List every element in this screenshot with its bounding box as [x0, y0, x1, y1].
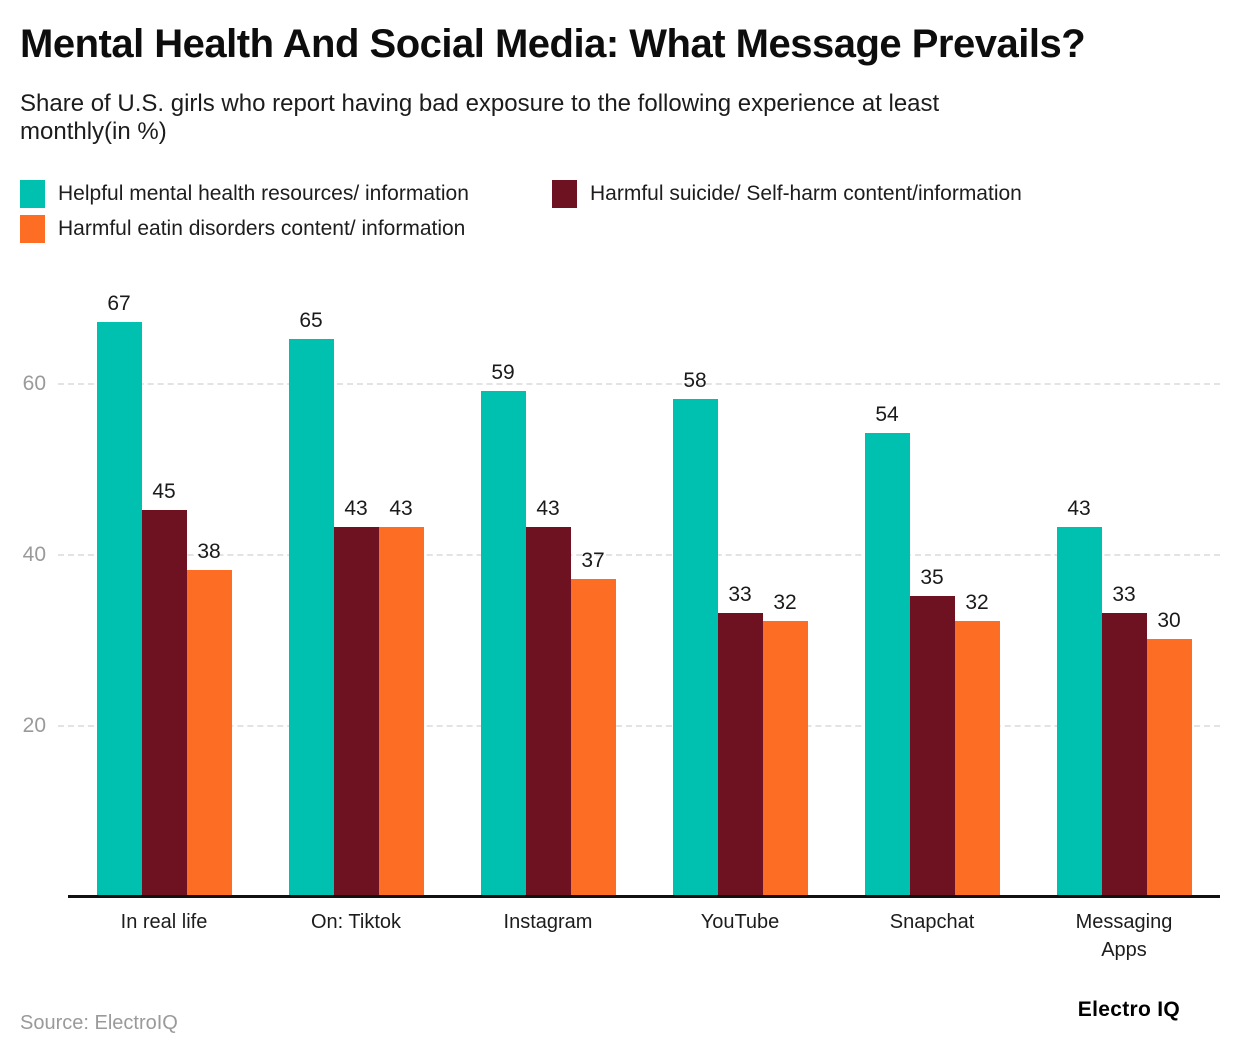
- bar: 54: [864, 403, 910, 895]
- brand-logo: Electro IQ: [1077, 998, 1180, 1021]
- bar-group: 67 45 38: [68, 292, 260, 895]
- bar-value-label: 32: [965, 591, 989, 615]
- bar-value-label: 30: [1157, 608, 1181, 632]
- bar-value-label: 32: [773, 591, 797, 615]
- bar-value-label: 33: [728, 582, 752, 606]
- bar: 43: [378, 497, 424, 895]
- gridline: [58, 554, 1220, 556]
- bar-group: 59 43 37: [452, 361, 644, 895]
- bar: 33: [717, 583, 763, 895]
- category-cell: Messaging Apps: [1028, 908, 1220, 964]
- bar: 65: [288, 309, 334, 895]
- category-label: YouTube: [700, 911, 780, 933]
- x-axis-category-labels: In real life On: Tiktok Instagram YouTube Sn…: [68, 908, 1220, 964]
- page-subtitle: Share of U.S. girls who report having ba…: [20, 90, 940, 146]
- legend-label: Harmful eatin disorders content/ informa…: [58, 217, 466, 240]
- bar-value-label: 43: [536, 497, 560, 521]
- bar-group: 43 33 30: [1028, 497, 1220, 895]
- bar: 32: [954, 591, 1000, 895]
- bar: 35: [909, 566, 955, 895]
- bar: 37: [570, 549, 616, 895]
- bar-value-label: 43: [1067, 497, 1091, 521]
- legend-item: Harmful suicide/ Self-harm content/infor…: [552, 180, 1022, 208]
- bar-value-label: 33: [1112, 582, 1136, 606]
- bar: 33: [1101, 583, 1147, 895]
- gridline: [58, 725, 1220, 727]
- bar-value-label: 37: [581, 548, 605, 572]
- bar-value-label: 45: [152, 480, 176, 504]
- y-tick-label: 40: [22, 543, 46, 566]
- legend-item: Helpful mental health resources/ informa…: [20, 180, 552, 208]
- bar-group: 58 33 32: [644, 369, 836, 895]
- category-label: Snapchat: [889, 911, 975, 933]
- bar: 32: [762, 591, 808, 895]
- gridline: [58, 383, 1220, 385]
- y-tick-label: 60: [22, 372, 46, 395]
- legend-swatch: [552, 180, 577, 208]
- bar: 43: [525, 497, 571, 895]
- legend-label: Harmful suicide/ Self-harm content/infor…: [590, 182, 1022, 205]
- category-cell: Instagram: [452, 908, 644, 964]
- category-cell: YouTube: [644, 908, 836, 964]
- category-cell: On: Tiktok: [260, 908, 452, 964]
- bars-row: 67 45 38 65 43 43 59 43 37 58 33 32 54 35 32 43 33 30: [68, 292, 1220, 895]
- category-label: Messaging Apps: [1075, 911, 1173, 961]
- bar: 58: [672, 369, 718, 895]
- legend-item: Harmful eatin disorders content/ informa…: [20, 215, 465, 243]
- bar: 30: [1146, 609, 1192, 895]
- category-cell: In real life: [68, 908, 260, 964]
- bar-group: 54 35 32: [836, 403, 1028, 895]
- bar: 45: [141, 480, 187, 895]
- bar-value-label: 67: [107, 292, 131, 316]
- plot-area: 67 45 38 65 43 43 59 43 37 58 33 32 54 35 32 43 33 30 20 4…: [0, 260, 1240, 898]
- bar: 67: [96, 292, 142, 895]
- legend-swatch: [20, 180, 45, 208]
- bar: 59: [480, 361, 526, 895]
- bar-value-label: 65: [299, 309, 323, 333]
- category-label: On: Tiktok: [310, 911, 402, 933]
- bar-value-label: 35: [920, 565, 944, 589]
- legend-swatch: [20, 215, 45, 243]
- bar-value-label: 43: [389, 497, 413, 521]
- category-cell: Snapchat: [836, 908, 1028, 964]
- bar-value-label: 58: [683, 369, 707, 393]
- legend: Helpful mental health resources/ informa…: [20, 180, 1220, 243]
- bar: 43: [1056, 497, 1102, 895]
- source-note: Source: ElectroIQ: [20, 1012, 178, 1034]
- bar-value-label: 59: [491, 360, 515, 384]
- category-label: Instagram: [503, 911, 593, 933]
- y-tick-label: 20: [22, 714, 46, 737]
- bar-group: 65 43 43: [260, 309, 452, 895]
- bar-value-label: 43: [344, 497, 368, 521]
- bar: 43: [333, 497, 379, 895]
- page-title: Mental Health And Social Media: What Mes…: [20, 22, 1086, 66]
- x-axis-line: [68, 895, 1220, 898]
- category-label: In real life: [120, 911, 208, 933]
- bar-value-label: 54: [875, 403, 899, 427]
- bar: 38: [186, 540, 232, 895]
- bar-value-label: 38: [197, 540, 221, 564]
- legend-label: Helpful mental health resources/ informa…: [58, 182, 469, 205]
